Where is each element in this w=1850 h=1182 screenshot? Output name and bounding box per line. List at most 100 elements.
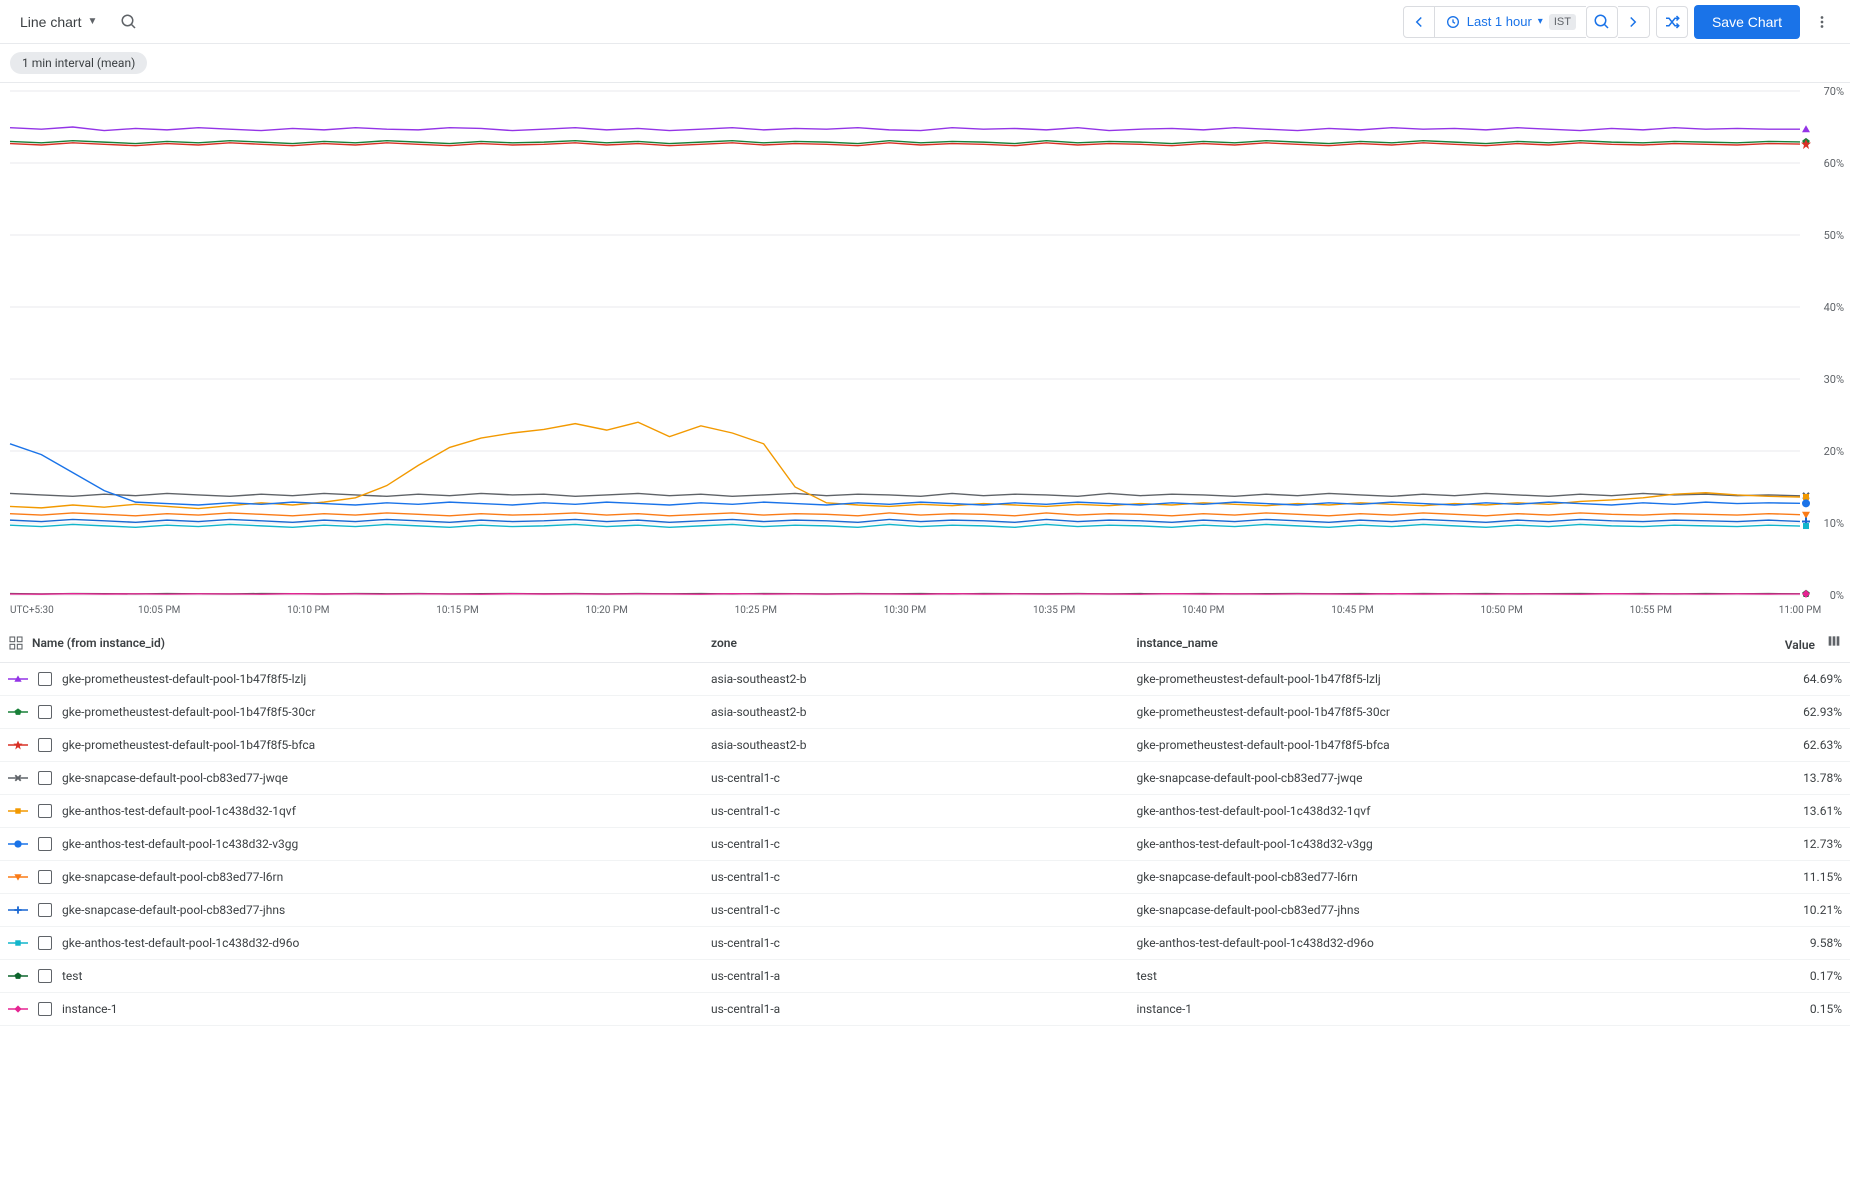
series-instance-name: gke-prometheustest-default-pool-1b47f8f5… [1129, 729, 1684, 762]
table-row[interactable]: gke-snapcase-default-pool-cb83ed77-jwqe … [0, 762, 1850, 795]
svg-text:10:50 PM: 10:50 PM [1480, 605, 1522, 616]
series-swatch [8, 772, 28, 784]
table-row[interactable]: gke-anthos-test-default-pool-1c438d32-v3… [0, 828, 1850, 861]
time-range-label: Last 1 hour [1467, 14, 1532, 29]
series-checkbox[interactable] [38, 771, 52, 785]
table-row[interactable]: gke-snapcase-default-pool-cb83ed77-jhns … [0, 894, 1850, 927]
interval-row: 1 min interval (mean) [0, 44, 1850, 83]
series-value: 11.15% [1684, 861, 1850, 894]
series-name: gke-anthos-test-default-pool-1c438d32-1q… [62, 804, 296, 818]
svg-text:0%: 0% [1830, 589, 1844, 602]
series-instance-name: gke-prometheustest-default-pool-1b47f8f5… [1129, 663, 1684, 696]
series-instance-name: gke-snapcase-default-pool-cb83ed77-jwqe [1129, 762, 1684, 795]
series-zone: asia-southeast2-b [703, 663, 1129, 696]
series-checkbox[interactable] [38, 804, 52, 818]
search-icon [120, 13, 138, 31]
svg-text:10:05 PM: 10:05 PM [138, 605, 180, 616]
table-row[interactable]: instance-1 us-central1-a instance-1 0.15… [0, 993, 1850, 1026]
series-value: 12.73% [1684, 828, 1850, 861]
series-checkbox[interactable] [38, 837, 52, 851]
series-checkbox[interactable] [38, 672, 52, 686]
series-name: gke-prometheustest-default-pool-1b47f8f5… [62, 672, 306, 686]
series-value: 13.78% [1684, 762, 1850, 795]
column-header-value[interactable]: Value [1785, 638, 1815, 652]
series-swatch [8, 739, 28, 751]
series-name: gke-anthos-test-default-pool-1c438d32-v3… [62, 837, 298, 851]
series-name: gke-snapcase-default-pool-cb83ed77-jhns [62, 903, 285, 917]
time-next-button[interactable] [1618, 6, 1650, 38]
series-instance-name: gke-anthos-test-default-pool-1c438d32-v3… [1129, 828, 1684, 861]
series-name: gke-anthos-test-default-pool-1c438d32-d9… [62, 936, 299, 950]
chart-type-label: Line chart [20, 14, 81, 30]
search-button[interactable] [113, 6, 145, 38]
series-swatch [8, 1003, 28, 1015]
svg-text:10:45 PM: 10:45 PM [1331, 605, 1373, 616]
time-range-selector[interactable]: Last 1 hour ▾ IST [1435, 6, 1586, 38]
series-value: 64.69% [1684, 663, 1850, 696]
table-row[interactable]: gke-prometheustest-default-pool-1b47f8f5… [0, 729, 1850, 762]
series-checkbox[interactable] [38, 936, 52, 950]
column-header-name[interactable]: Name (from instance_id) [32, 636, 165, 650]
series-zone: us-central1-c [703, 927, 1129, 960]
save-chart-button[interactable]: Save Chart [1694, 5, 1800, 39]
series-checkbox[interactable] [38, 1002, 52, 1016]
series-value: 9.58% [1684, 927, 1850, 960]
chevron-down-icon: ▼ [87, 16, 97, 27]
series-value: 62.93% [1684, 696, 1850, 729]
svg-text:10:10 PM: 10:10 PM [287, 605, 329, 616]
time-zoom-button[interactable] [1586, 6, 1618, 38]
legend-table: Name (from instance_id) zone instance_na… [0, 623, 1850, 1026]
series-checkbox[interactable] [38, 870, 52, 884]
chart-svg: 0%10%20%30%40%50%60%70%UTC+5:3010:05 PM1… [0, 83, 1850, 623]
more-options-button[interactable] [1806, 6, 1838, 38]
svg-text:30%: 30% [1824, 373, 1844, 386]
series-name: test [62, 969, 82, 983]
table-row[interactable]: gke-snapcase-default-pool-cb83ed77-l6rn … [0, 861, 1850, 894]
chevron-left-icon [1410, 13, 1428, 31]
table-row[interactable]: gke-prometheustest-default-pool-1b47f8f5… [0, 696, 1850, 729]
column-header-zone[interactable]: zone [703, 623, 1129, 663]
series-instance-name: instance-1 [1129, 993, 1684, 1026]
table-row[interactable]: test us-central1-a test 0.17% [0, 960, 1850, 993]
series-name: gke-prometheustest-default-pool-1b47f8f5… [62, 705, 315, 719]
table-row[interactable]: gke-prometheustest-default-pool-1b47f8f5… [0, 663, 1850, 696]
more-vert-icon [1813, 13, 1831, 31]
chart-type-selector[interactable]: Line chart ▼ [12, 8, 105, 36]
column-header-instance[interactable]: instance_name [1129, 623, 1684, 663]
series-instance-name: gke-snapcase-default-pool-cb83ed77-l6rn [1129, 861, 1684, 894]
svg-text:10:35 PM: 10:35 PM [1033, 605, 1075, 616]
series-name: instance-1 [62, 1002, 118, 1016]
time-nav-group: Last 1 hour ▾ IST [1403, 6, 1650, 38]
series-value: 10.21% [1684, 894, 1850, 927]
svg-text:50%: 50% [1824, 229, 1844, 242]
series-checkbox[interactable] [38, 705, 52, 719]
svg-text:UTC+5:30: UTC+5:30 [10, 605, 54, 616]
series-value: 13.61% [1684, 795, 1850, 828]
series-instance-name: gke-prometheustest-default-pool-1b47f8f5… [1129, 696, 1684, 729]
series-zone: asia-southeast2-b [703, 729, 1129, 762]
series-zone: us-central1-c [703, 894, 1129, 927]
series-checkbox[interactable] [38, 903, 52, 917]
series-swatch [8, 706, 28, 718]
interval-chip[interactable]: 1 min interval (mean) [10, 52, 147, 74]
table-row[interactable]: gke-anthos-test-default-pool-1c438d32-1q… [0, 795, 1850, 828]
reset-zoom-button[interactable] [1656, 6, 1688, 38]
series-swatch [8, 871, 28, 883]
svg-text:10:30 PM: 10:30 PM [884, 605, 926, 616]
series-checkbox[interactable] [38, 738, 52, 752]
series-swatch [8, 970, 28, 982]
series-swatch [8, 904, 28, 916]
time-prev-button[interactable] [1403, 6, 1435, 38]
table-row[interactable]: gke-anthos-test-default-pool-1c438d32-d9… [0, 927, 1850, 960]
svg-text:10:20 PM: 10:20 PM [585, 605, 627, 616]
series-instance-name: gke-anthos-test-default-pool-1c438d32-d9… [1129, 927, 1684, 960]
columns-icon[interactable] [1826, 633, 1842, 649]
series-checkbox[interactable] [38, 969, 52, 983]
series-zone: us-central1-a [703, 960, 1129, 993]
line-chart[interactable]: 0%10%20%30%40%50%60%70%UTC+5:3010:05 PM1… [0, 83, 1850, 623]
chevron-down-icon: ▾ [1538, 16, 1543, 27]
shuffle-icon [1663, 13, 1681, 31]
series-value: 0.17% [1684, 960, 1850, 993]
svg-text:60%: 60% [1824, 157, 1844, 170]
series-zone: us-central1-c [703, 861, 1129, 894]
